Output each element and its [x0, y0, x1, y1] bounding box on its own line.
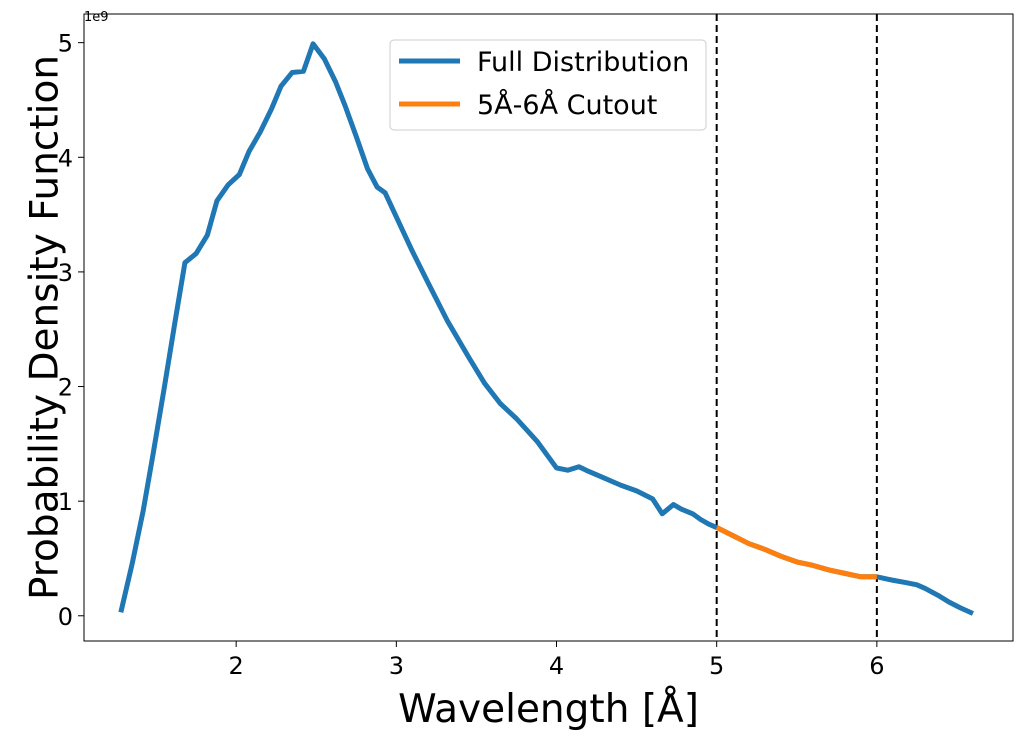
- y-tick-label-2: 2: [58, 374, 73, 402]
- y-tick-label-1: 1: [58, 488, 73, 516]
- y-tick-label-5: 5: [58, 30, 73, 58]
- y-axis: 0 1 2 3 4 5: [58, 30, 84, 631]
- y-axis-label: Probability Density Function: [23, 55, 68, 600]
- x-tick-label-5: 5: [709, 652, 724, 680]
- y-tick-label-4: 4: [58, 144, 73, 172]
- legend: Full Distribution 5Å-6Å Cutout: [389, 39, 707, 131]
- series-layer: [118, 41, 974, 616]
- legend-label-cutout: 5Å-6Å Cutout: [477, 89, 657, 121]
- series-line-1: [715, 525, 877, 580]
- plot-frame: [83, 13, 1014, 642]
- x-axis-label: Wavelength [Å]: [398, 685, 699, 732]
- x-tick-label-6: 6: [869, 652, 884, 680]
- x-tick-label-3: 3: [389, 652, 404, 680]
- y-tick-label-3: 3: [58, 259, 73, 287]
- reference-lines: [715, 14, 878, 641]
- x-axis: 2 3 4 5 6: [229, 641, 884, 680]
- legend-box: [389, 39, 707, 131]
- x-tick-label-4: 4: [549, 652, 564, 680]
- legend-label-full-distribution: Full Distribution: [477, 47, 689, 78]
- x-tick-label-2: 2: [229, 652, 244, 680]
- y-offset-label: 1e9: [84, 10, 109, 25]
- y-tick-label-0: 0: [58, 603, 73, 631]
